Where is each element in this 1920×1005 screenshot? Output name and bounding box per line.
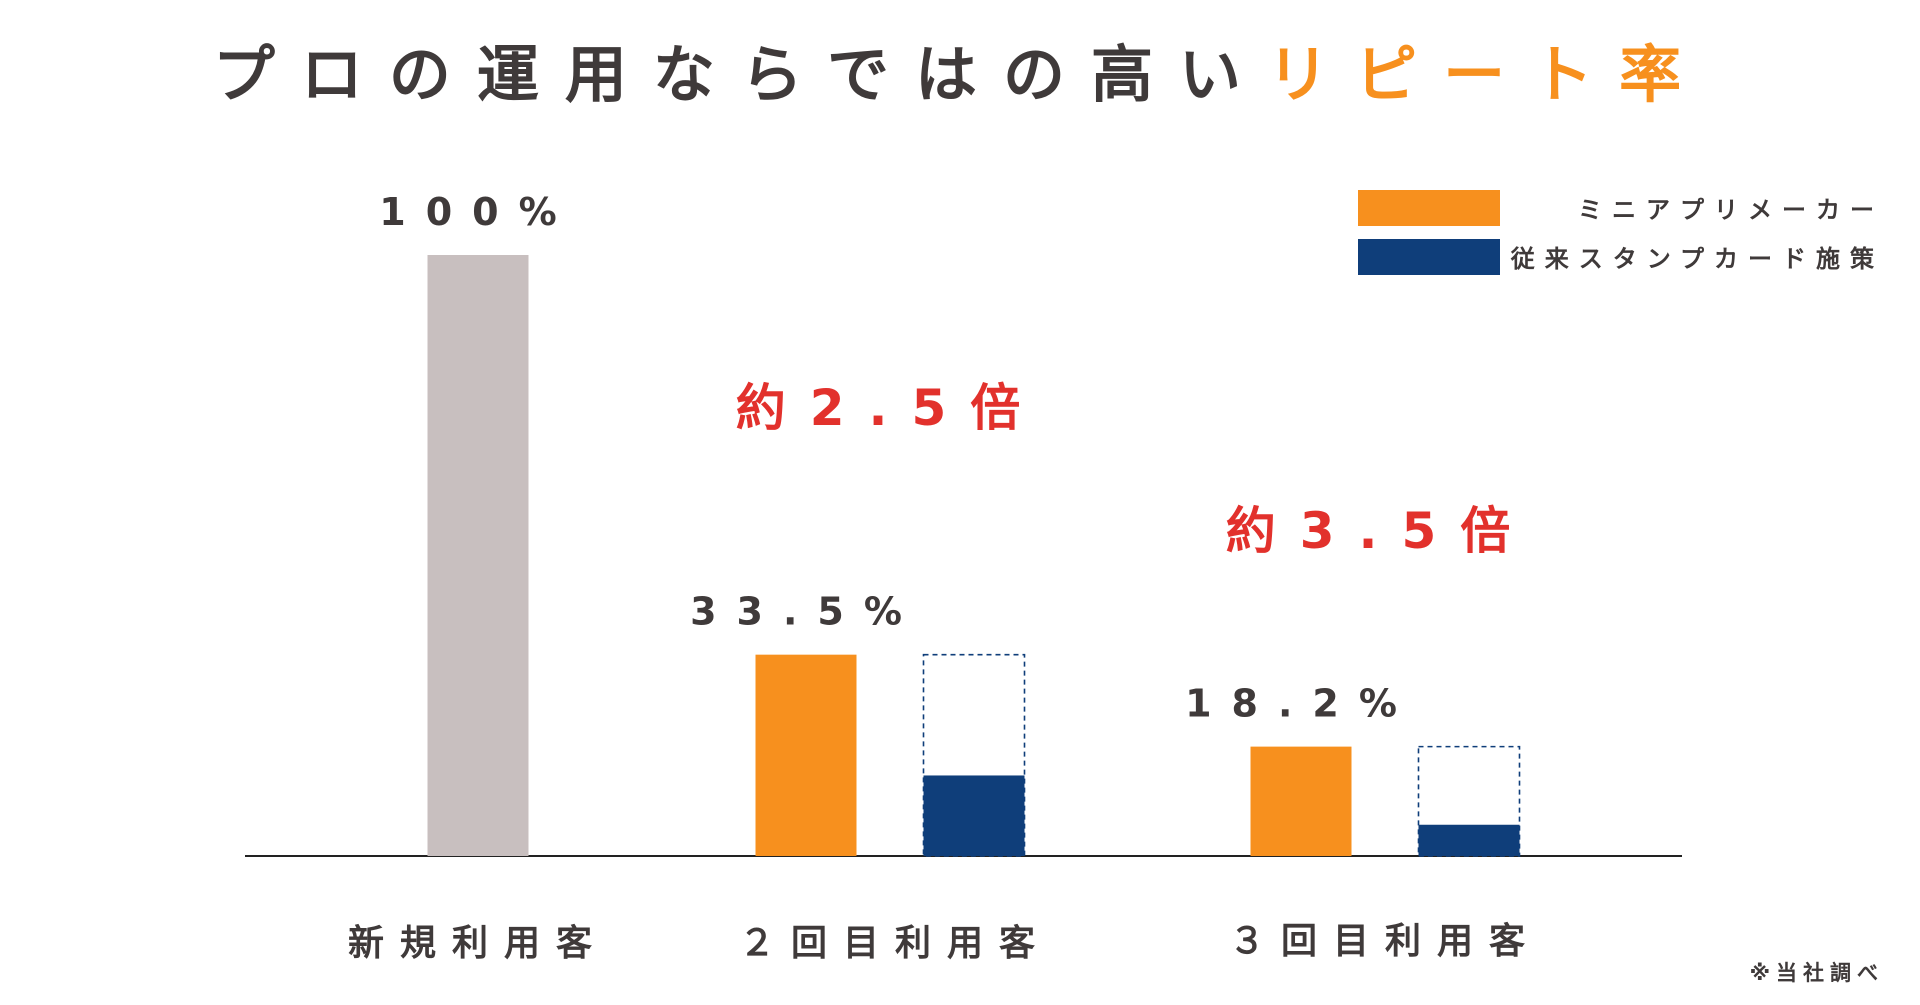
multiplier-annotation: 約2.5倍 — [736, 379, 1045, 437]
multiplier-annotation: 約3.5倍 — [1226, 502, 1535, 560]
bar-new-customer — [427, 255, 529, 856]
bar-stamp-card — [1418, 824, 1520, 856]
bar-value-label: 18.2% — [1185, 682, 1417, 726]
chart-title: プロの運用ならではの高いリピート率 — [213, 38, 1707, 111]
bar-outline-dashed — [1417, 745, 1521, 857]
bar-mini-app — [755, 654, 857, 856]
chart-title-main: プロの運用ならではの高い — [213, 38, 1267, 111]
category-label: ２回目利用客 — [739, 923, 1051, 964]
bar-mini-app — [1250, 746, 1352, 856]
chart-title-accent: リピート率 — [1267, 38, 1707, 111]
legend-swatch — [1358, 190, 1500, 226]
bar-stamp-card — [923, 775, 1025, 856]
footnote: ※当社調べ — [1750, 961, 1884, 985]
category-label: 新規利用客 — [348, 923, 608, 964]
legend-label: ミニアプリメーカー — [1578, 196, 1884, 224]
legend-label: 従来スタンプカード施策 — [1510, 245, 1884, 273]
bar-value-label: 100% — [379, 190, 576, 234]
category-label: ３回目利用客 — [1229, 921, 1541, 962]
legend-swatch — [1358, 239, 1500, 275]
bar-value-label: 33.5% — [690, 590, 922, 634]
